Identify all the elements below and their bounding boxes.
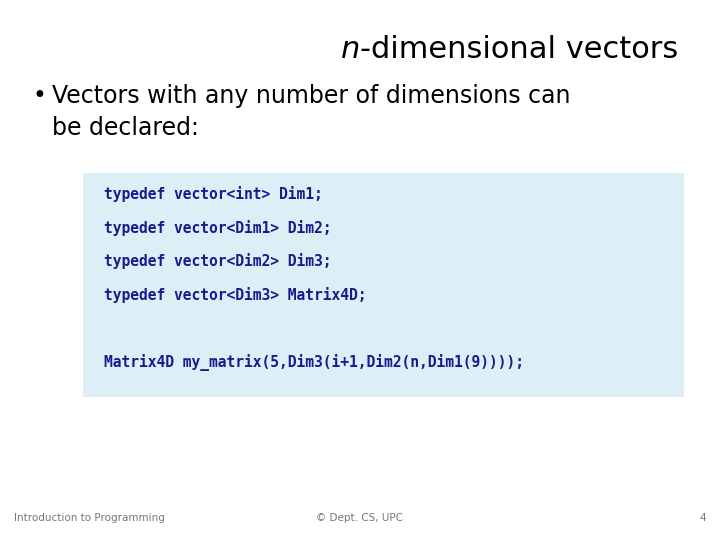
Text: n: n: [341, 35, 360, 64]
Text: Vectors with any number of dimensions can: Vectors with any number of dimensions ca…: [52, 84, 570, 107]
Text: Introduction to Programming: Introduction to Programming: [14, 513, 166, 523]
Text: •: •: [32, 84, 46, 107]
Text: typedef vector<Dim1> Dim2;: typedef vector<Dim1> Dim2;: [104, 220, 332, 236]
Text: 4: 4: [699, 513, 706, 523]
Text: typedef vector<Dim2> Dim3;: typedef vector<Dim2> Dim3;: [104, 253, 332, 269]
Text: typedef vector<int> Dim1;: typedef vector<int> Dim1;: [104, 186, 323, 202]
Text: -dimensional vectors: -dimensional vectors: [360, 35, 678, 64]
Text: typedef vector<Dim3> Matrix4D;: typedef vector<Dim3> Matrix4D;: [104, 287, 367, 303]
FancyBboxPatch shape: [83, 173, 684, 397]
Text: Matrix4D my_matrix(5,Dim3(i+1,Dim2(n,Dim1(9))));: Matrix4D my_matrix(5,Dim3(i+1,Dim2(n,Dim…: [104, 354, 524, 370]
Text: © Dept. CS, UPC: © Dept. CS, UPC: [317, 513, 403, 523]
Text: be declared:: be declared:: [52, 116, 199, 140]
